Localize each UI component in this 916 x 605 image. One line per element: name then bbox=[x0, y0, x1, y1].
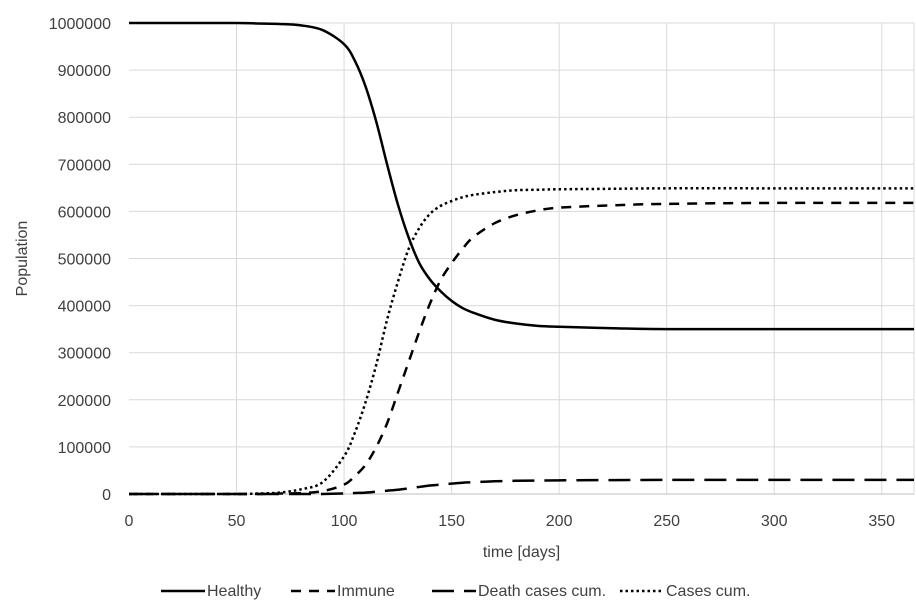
y-tick-label: 500000 bbox=[58, 252, 111, 269]
legend-label: Death cases cum. bbox=[478, 583, 606, 600]
x-tick-label: 300 bbox=[761, 513, 788, 530]
y-tick-label: 400000 bbox=[58, 299, 111, 316]
x-tick-label: 250 bbox=[653, 513, 680, 530]
legend-label: Cases cum. bbox=[666, 583, 750, 600]
y-tick-label: 100000 bbox=[58, 440, 111, 457]
tick-labels: 0 100000 200000 300000 400000 500000 600000 700… bbox=[49, 16, 895, 530]
y-tick-label: 600000 bbox=[58, 204, 111, 221]
x-tick-label: 200 bbox=[546, 513, 573, 530]
legend-label: Healthy bbox=[207, 583, 261, 600]
series-line-cases-cum bbox=[129, 187, 914, 496]
y-tick-label: 900000 bbox=[58, 63, 111, 80]
y-axis-title: Population bbox=[14, 221, 31, 297]
y-tick-label: 300000 bbox=[58, 346, 111, 363]
y-tick-label: 200000 bbox=[58, 393, 111, 410]
legend-label: Immune bbox=[337, 583, 395, 600]
legend: Healthy Immune Death cases cum. Cases cum. bbox=[161, 583, 750, 600]
series-line-immune bbox=[129, 201, 915, 496]
y-tick-label: 1000000 bbox=[49, 16, 111, 33]
series-line-healthy bbox=[129, 21, 914, 331]
series-line-death-cases-cum bbox=[129, 478, 914, 496]
x-tick-label: 0 bbox=[125, 513, 134, 530]
y-tick-label: 700000 bbox=[58, 157, 111, 174]
plot-area bbox=[129, 21, 915, 496]
gridlines bbox=[129, 22, 915, 494]
x-tick-label: 350 bbox=[868, 513, 895, 530]
x-tick-label: 150 bbox=[438, 513, 465, 530]
x-axis-title: time [days] bbox=[483, 544, 560, 561]
x-tick-label: 100 bbox=[331, 513, 358, 530]
x-tick-label: 50 bbox=[228, 513, 246, 530]
y-tick-label: 800000 bbox=[58, 110, 111, 127]
y-tick-label: 0 bbox=[102, 487, 111, 504]
